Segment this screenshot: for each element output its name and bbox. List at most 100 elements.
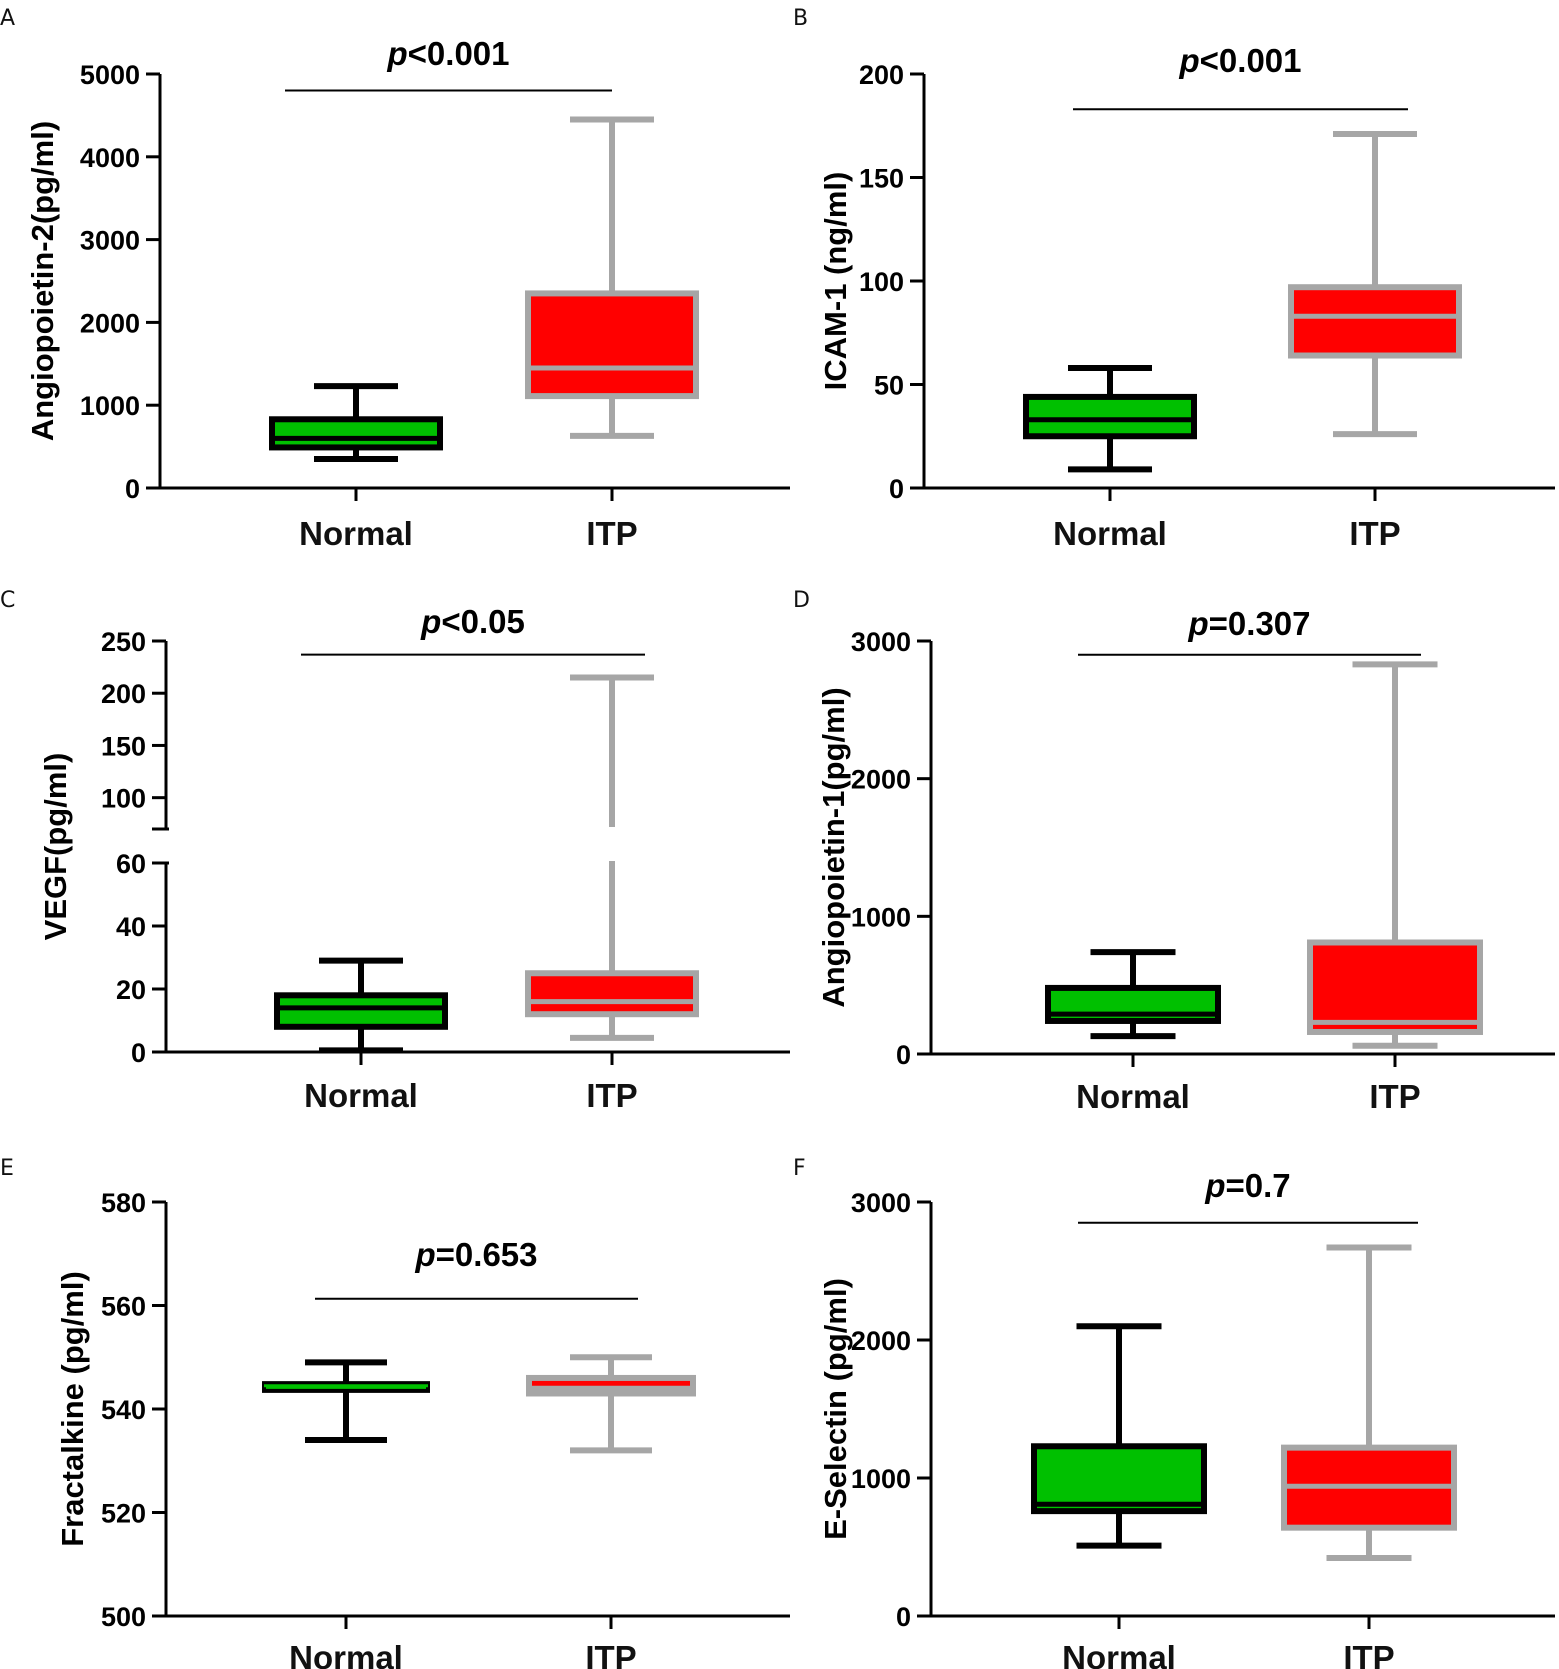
y-tick-label: 60 — [116, 849, 146, 879]
p-value: p<0.001 — [386, 35, 509, 72]
y-tick-label: 150 — [859, 164, 904, 194]
p-value-symbol: p — [386, 35, 407, 72]
p-value: p=0.7 — [1204, 1167, 1290, 1204]
panel-c: C 0 20 40 60 100 150 200 250 VEGF(pg/ml) Normal ITP… — [0, 588, 790, 1114]
panel-letter: D — [793, 588, 810, 613]
y-tick-label: 150 — [101, 731, 146, 761]
p-value: p<0.001 — [1178, 42, 1301, 79]
y-axis-label: Fractalkine (pg/ml) — [55, 1271, 90, 1547]
box-normal — [274, 957, 448, 1054]
x-category-label: Normal — [1053, 515, 1167, 552]
y-tick-label: 3000 — [851, 627, 911, 657]
p-value-symbol: p — [1204, 1167, 1225, 1204]
y-axis-label: VEGF(pg/ml) — [38, 753, 73, 941]
box-iqr — [1307, 939, 1483, 1035]
y-tick-label: 1000 — [851, 1464, 911, 1494]
x-category-label: ITP — [586, 515, 637, 552]
y-tick-label: 2000 — [80, 308, 140, 338]
box-normal — [269, 383, 443, 463]
panel-letter: E — [0, 1156, 14, 1181]
x-category-label: Normal — [304, 1077, 418, 1114]
box-itp — [526, 1354, 696, 1454]
panel-a: A 0 1000 2000 3000 4000 5000 Angiopoietin-2(pg/… — [0, 6, 790, 552]
y-tick-label: 2000 — [851, 1326, 911, 1356]
box-iqr — [1031, 1443, 1207, 1515]
y-tick-label: 580 — [101, 1188, 146, 1218]
box-iqr — [274, 992, 448, 1030]
y-tick-label: 100 — [101, 784, 146, 814]
y-tick-label: 20 — [116, 975, 146, 1005]
x-category-label: ITP — [1343, 1639, 1394, 1669]
box-itp — [525, 116, 699, 439]
y-tick-label: 500 — [101, 1602, 146, 1632]
box-iqr — [525, 290, 699, 400]
panel-letter: A — [0, 6, 15, 31]
panel-letter: C — [0, 588, 15, 613]
y-tick-label: 1000 — [80, 391, 140, 421]
y-axis-label: E-Selectin (pg/ml) — [818, 1278, 853, 1540]
p-value-symbol: p — [1187, 605, 1208, 642]
p-value-text: <0.05 — [441, 603, 525, 640]
box-itp — [1307, 661, 1483, 1049]
x-category-label: ITP — [1349, 515, 1400, 552]
p-value-text: =0.307 — [1209, 605, 1311, 642]
p-value-symbol: p — [414, 1236, 435, 1273]
box-iqr — [526, 1374, 696, 1397]
box-iqr — [1288, 284, 1462, 359]
x-category-label: Normal — [299, 515, 413, 552]
y-axis-label: ICAM-1 (ng/ml) — [818, 172, 853, 391]
y-tick-label: 0 — [896, 1602, 911, 1632]
p-value-text: =0.7 — [1226, 1167, 1291, 1204]
y-tick-label: 4000 — [80, 143, 140, 173]
box-normal — [262, 1359, 430, 1444]
box-itp — [525, 674, 699, 1041]
y-tick-label: 540 — [101, 1395, 146, 1425]
y-tick-label: 3000 — [80, 226, 140, 256]
box-itp — [1288, 131, 1462, 438]
y-axis-label: Angiopoietin-2(pg/ml) — [25, 121, 60, 441]
x-category-label: ITP — [586, 1077, 637, 1114]
y-tick-label: 200 — [859, 60, 904, 90]
y-tick-label: 0 — [896, 1040, 911, 1070]
panel-e: E 500 520 540 560 580 Fractalkine (pg/ml) Norma… — [0, 1156, 790, 1669]
x-category-label: Normal — [1076, 1078, 1190, 1115]
p-value: p=0.653 — [414, 1236, 537, 1273]
panel-f: F 0 1000 2000 3000 E-Selectin (pg/ml) Normal IT… — [793, 1156, 1555, 1669]
y-tick-label: 3000 — [851, 1188, 911, 1218]
box-iqr — [525, 970, 699, 1018]
y-tick-label: 520 — [101, 1499, 146, 1529]
x-category-label: Normal — [1062, 1639, 1176, 1669]
box-iqr — [1023, 393, 1197, 440]
y-tick-label: 0 — [131, 1038, 146, 1068]
y-tick-label: 200 — [101, 679, 146, 709]
y-tick-label: 2000 — [851, 765, 911, 795]
y-tick-label: 0 — [889, 474, 904, 504]
p-value-text: =0.653 — [436, 1236, 538, 1273]
box-normal — [1023, 364, 1197, 473]
y-tick-label: 100 — [859, 267, 904, 297]
p-value-text: <0.001 — [408, 35, 510, 72]
p-value-symbol: p — [1178, 42, 1199, 79]
y-tick-label: 40 — [116, 912, 146, 942]
p-value-text: <0.001 — [1200, 42, 1302, 79]
y-axis-label: Angiopoietin-1(pg/ml) — [816, 687, 851, 1007]
y-tick-label: 250 — [101, 627, 146, 657]
panel-letter: B — [793, 6, 808, 31]
box-normal — [1045, 949, 1221, 1040]
panel-letter: F — [793, 1156, 806, 1181]
y-tick-label: 1000 — [851, 902, 911, 932]
p-value: p=0.307 — [1187, 605, 1310, 642]
x-category-label: ITP — [1369, 1078, 1420, 1115]
y-tick-label: 0 — [125, 474, 140, 504]
box-iqr — [269, 416, 443, 451]
x-category-label: ITP — [585, 1639, 636, 1669]
p-value-symbol: p — [420, 603, 441, 640]
box-normal — [1031, 1323, 1207, 1549]
y-tick-label: 5000 — [80, 60, 140, 90]
p-value: p<0.05 — [420, 603, 525, 640]
y-tick-label: 560 — [101, 1292, 146, 1322]
box-itp — [1281, 1244, 1457, 1562]
y-tick-label: 50 — [874, 371, 904, 401]
